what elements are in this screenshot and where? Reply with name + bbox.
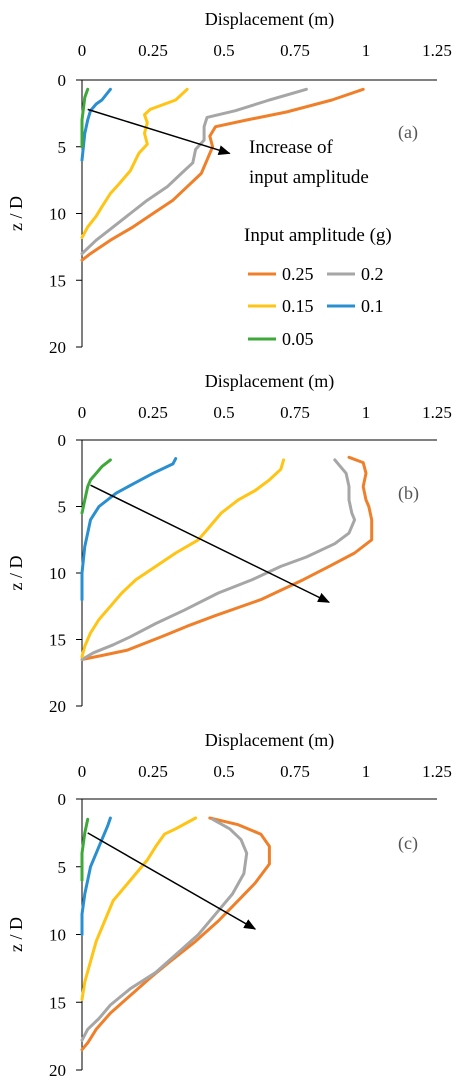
x-tick-label: 0.75 [280, 762, 310, 781]
y-axis-title: z / D [6, 917, 26, 952]
legend-label: 0.1 [361, 296, 384, 316]
legend-label: 0.05 [282, 329, 314, 349]
series-line-0-1 [80, 87, 112, 162]
panel-label: (a) [398, 122, 418, 143]
y-tick-label: 20 [49, 697, 66, 716]
x-tick-label: 0.5 [213, 762, 234, 781]
legend-label: 0.15 [282, 296, 314, 316]
trend-arrow [90, 484, 330, 603]
legend: Input amplitude (g) 0.25 0.2 0.15 0.1 0.05 [244, 225, 392, 349]
y-tick-label: 20 [49, 1061, 66, 1080]
x-axis-title: Displacement (m) [205, 9, 334, 30]
series-line-0-2 [80, 817, 249, 1042]
legend-title: Input amplitude (g) [244, 225, 392, 246]
x-tick-label: 0 [78, 41, 87, 60]
x-tick-label: 0 [78, 403, 87, 422]
series-line-0-25 [80, 455, 374, 661]
series-line-0-05 [80, 87, 90, 149]
x-tick-label: 0.25 [138, 403, 168, 422]
series-line-0-25 [80, 87, 365, 262]
x-tick-label: 1 [362, 762, 371, 781]
y-tick-label: 10 [49, 564, 66, 583]
x-tick-label: 0.75 [280, 41, 310, 60]
series-line-0-15 [80, 87, 189, 239]
y-tick-label: 5 [58, 498, 67, 517]
annotation-text: Increase of [249, 137, 334, 158]
series-line-0-1 [80, 816, 112, 936]
y-tick-label: 10 [49, 926, 66, 945]
x-tick-label: 0.5 [213, 41, 234, 60]
x-tick-label: 0.5 [213, 403, 234, 422]
series-line-0-2 [80, 458, 357, 661]
chart-panel-1: Displacement (m) 0 0.25 0.5 0.75 1 1.25 0 5 10 15 2… [6, 9, 452, 357]
x-tick-label: 0 [78, 762, 87, 781]
y-tick-label: 5 [58, 858, 67, 877]
y-tick-label: 10 [49, 205, 66, 224]
series-line-0-15 [80, 458, 286, 659]
series-line-0-15 [80, 816, 198, 1001]
panel-label: (c) [398, 833, 418, 854]
x-tick-label: 0.75 [280, 403, 310, 422]
chart-panel-3: Displacement (m) 0 0.25 0.5 0.75 1 1.25 0 5 10 15 2… [6, 730, 452, 1080]
x-tick-label: 1 [362, 41, 371, 60]
y-tick-label: 0 [58, 790, 67, 809]
x-tick-label: 0.25 [138, 762, 168, 781]
y-tick-label: 15 [49, 993, 66, 1012]
x-axis-title: Displacement (m) [205, 730, 334, 751]
series-line-0-1 [80, 457, 178, 602]
annotation-text: input amplitude [249, 167, 369, 188]
y-tick-label: 0 [58, 71, 67, 90]
y-tick-label: 20 [49, 338, 66, 357]
x-tick-label: 1.25 [422, 762, 452, 781]
series-line-0-05 [80, 458, 112, 515]
x-axis-title: Displacement (m) [205, 371, 334, 392]
y-tick-label: 15 [49, 271, 66, 290]
y-axis-title: z / D [6, 196, 26, 231]
trend-arrow [87, 832, 257, 930]
y-tick-label: 0 [58, 431, 67, 450]
y-tick-label: 15 [49, 631, 66, 650]
x-tick-label: 1.25 [422, 41, 452, 60]
series-line-0-05 [80, 817, 90, 882]
chart-panel-2: Displacement (m) 0 0.25 0.5 0.75 1 1.25 0 5 10 15 2… [6, 371, 452, 716]
y-tick-label: 5 [58, 138, 67, 157]
legend-label: 0.2 [361, 264, 384, 284]
y-axis-title: z / D [6, 556, 26, 591]
series-line-0-2 [80, 87, 308, 256]
legend-label: 0.25 [282, 264, 314, 284]
x-tick-label: 0.25 [138, 41, 168, 60]
panel-label: (b) [398, 483, 419, 504]
series-line-0-25 [80, 816, 271, 1052]
trend-arrow [87, 108, 231, 155]
x-tick-label: 1 [362, 403, 371, 422]
x-tick-label: 1.25 [422, 403, 452, 422]
